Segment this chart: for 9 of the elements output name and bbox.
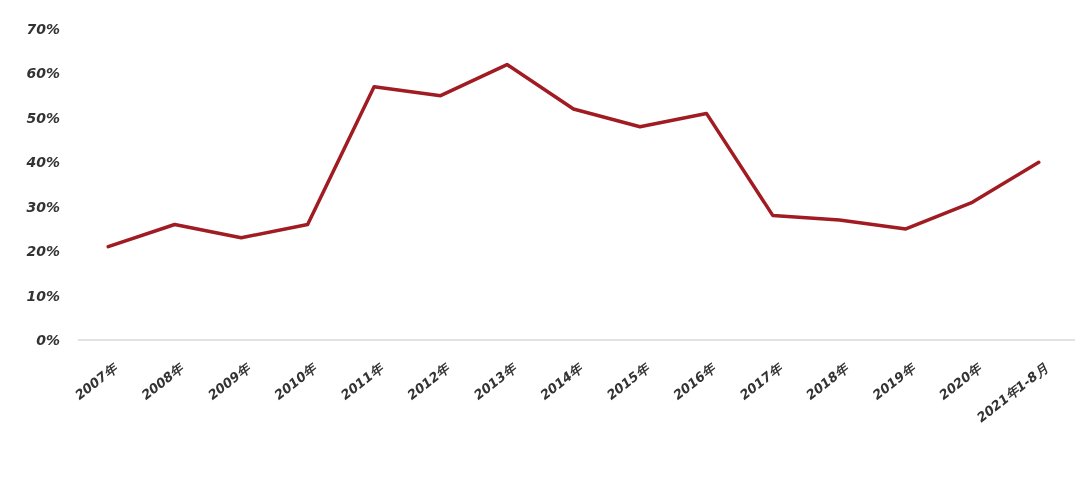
y-tick-label: 10% [26,287,60,304]
y-tick-label: 60% [26,65,60,82]
y-tick-label: 20% [26,243,60,260]
y-tick-label: 40% [25,154,60,171]
y-tick-label: 0% [36,332,60,348]
y-tick-label: 70% [26,21,60,37]
y-tick-label: 50% [26,109,60,126]
line-series [106,62,1041,249]
y-tick-label: 30% [26,198,60,215]
